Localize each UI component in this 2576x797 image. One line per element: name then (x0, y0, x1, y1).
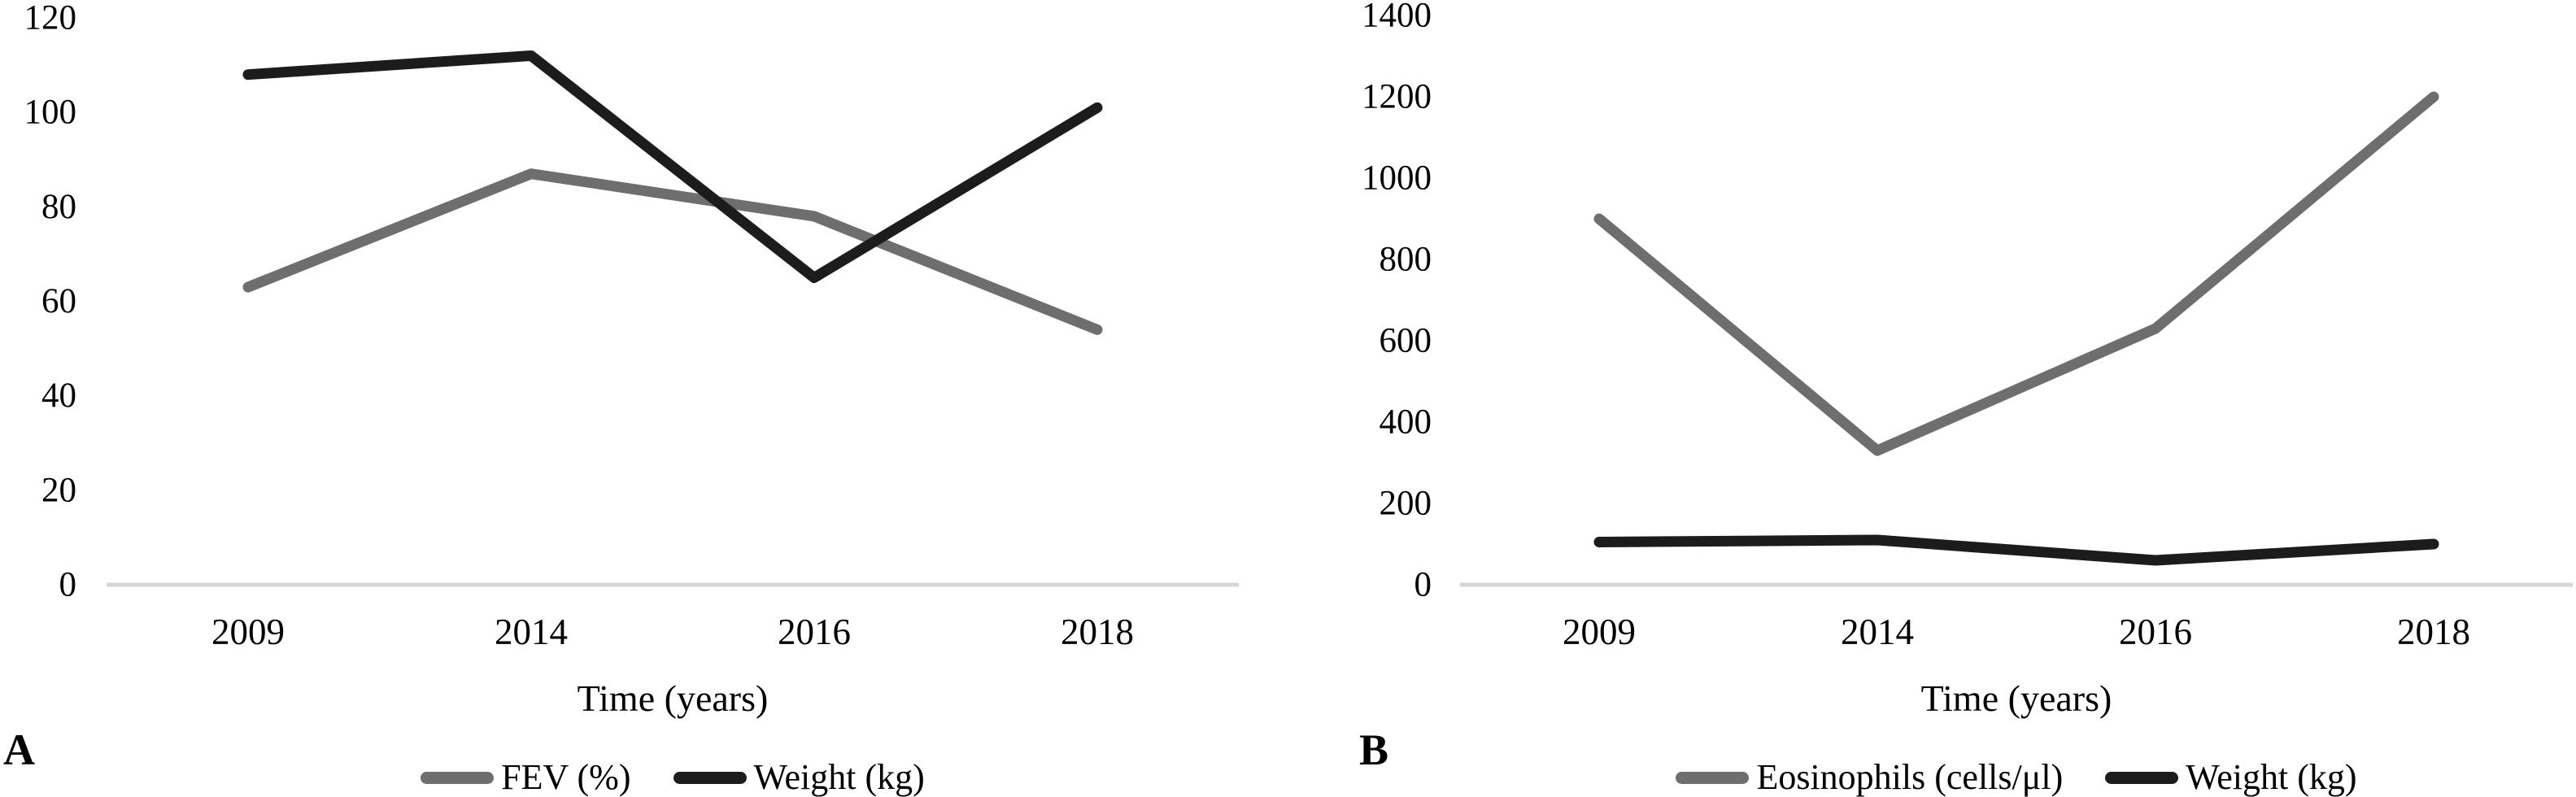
legend-label-weight-a: Weight (kg) (753, 757, 925, 797)
legend-a: FEV (%) Weight (kg) (107, 758, 1239, 797)
line-chart-a: 0 20 40 60 80 100 120 2009 2014 2016 2018 Time (yea… (24, 0, 1239, 719)
series-line-weight-kg (242, 50, 1103, 283)
legend-label-weight-b: Weight (kg) (2186, 757, 2357, 797)
x-tick-label: 2009 (1563, 612, 1636, 652)
y-tick-label: 20 (41, 471, 76, 509)
fev-line-swatch-icon (421, 771, 495, 784)
panel-label-b: B (1359, 725, 1389, 774)
panel-a: 0 20 40 60 80 100 120 2009 2014 2016 2018 Time (yea… (3, 0, 1239, 797)
series-line-eosinophils-cells-l (1593, 91, 2439, 456)
legend-b: Eosinophils (cells/μl) Weight (kg) (1460, 758, 2573, 797)
series-line-fev (242, 168, 1103, 335)
y-tick-label: 80 (41, 188, 76, 226)
eosinophils-line-swatch-icon (1676, 771, 1750, 784)
x-tick-label: 2009 (211, 612, 285, 652)
weight-line-swatch-icon (2105, 771, 2179, 784)
series-line-weight-kg (1593, 534, 2439, 566)
x-axis-ticks: 2009 2014 2016 2018 (1563, 612, 2470, 652)
y-tick-label: 120 (24, 0, 77, 37)
x-tick-label: 2016 (778, 612, 851, 652)
y-tick-label: 0 (59, 566, 77, 604)
legend-item-weight-b: Weight (kg) (2105, 757, 2357, 797)
line-chart-b: 0 200 400 600 800 1000 1200 1400 2009 2014 2016 201… (1362, 0, 2573, 719)
panel-b: 0 200 400 600 800 1000 1200 1400 2009 2014 2016 201… (1288, 0, 2576, 797)
x-tick-label: 2014 (1841, 612, 1914, 652)
y-tick-label: 40 (41, 377, 76, 415)
legend-label-eosinophils: Eosinophils (cells/μl) (1756, 757, 2064, 797)
x-axis-title: Time (years) (1921, 677, 2112, 719)
y-tick-label: 1000 (1362, 159, 1432, 198)
x-axis-title: Time (years) (578, 677, 769, 719)
y-axis-ticks: 0 200 400 600 800 1000 1200 1400 (1362, 0, 1432, 604)
x-tick-label: 2018 (1061, 612, 1134, 652)
x-tick-label: 2016 (2119, 612, 2192, 652)
y-tick-label: 1200 (1362, 78, 1432, 116)
panel-label-a: A (3, 725, 35, 774)
legend-label-fev: FEV (%) (501, 757, 631, 797)
y-tick-label: 60 (41, 282, 76, 320)
x-axis-ticks: 2009 2014 2016 2018 (211, 612, 1134, 652)
legend-item-eosinophils: Eosinophils (cells/μl) (1676, 758, 2063, 797)
y-tick-label: 400 (1380, 403, 1432, 442)
y-tick-label: 100 (24, 94, 77, 132)
y-tick-label: 200 (1380, 485, 1432, 523)
legend-item-fev: FEV (%) (421, 757, 631, 797)
y-tick-label: 1400 (1362, 0, 1432, 35)
x-tick-label: 2014 (495, 612, 568, 652)
weight-line-swatch-icon (673, 771, 747, 784)
y-tick-label: 600 (1380, 322, 1432, 360)
x-tick-label: 2018 (2397, 612, 2470, 652)
y-tick-label: 800 (1380, 241, 1432, 279)
legend-item-weight-a: Weight (kg) (673, 758, 925, 797)
y-tick-label: 0 (1414, 566, 1432, 604)
y-axis-ticks: 0 20 40 60 80 100 120 (24, 0, 77, 604)
